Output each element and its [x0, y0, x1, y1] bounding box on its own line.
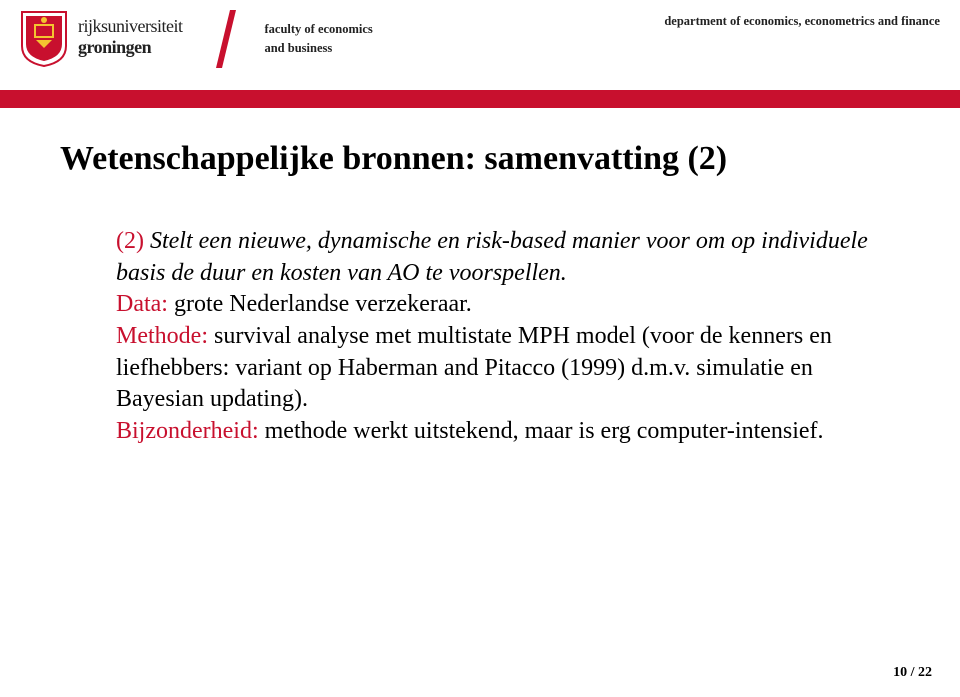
special-keyword: Bijzonderheid:: [116, 418, 259, 444]
data-text: grote Nederlandse verzekeraar.: [168, 291, 472, 317]
body-lead-number: (2): [116, 228, 144, 254]
page-number: 10 / 22: [893, 665, 932, 681]
page-sep: /: [907, 665, 918, 680]
body-intro: Stelt een nieuwe, dynamische en risk-bas…: [116, 228, 868, 286]
department-label: department of economics, econometrics an…: [664, 14, 940, 29]
accent-bar: [0, 90, 960, 108]
slide-title: Wetenschappelijke bronnen: samenvatting …: [60, 140, 900, 178]
special-text: methode werkt uitstekend, maar is erg co…: [259, 418, 824, 444]
method-text: survival analyse met multistate MPH mode…: [116, 323, 832, 412]
logo-block: rijksuniversiteit groningen faculty of e…: [20, 10, 373, 68]
logo-line1: rijksuniversiteit: [78, 16, 182, 37]
page-current: 10: [893, 665, 907, 680]
slash-icon: [210, 10, 236, 68]
slide-body: (2) Stelt een nieuwe, dynamische en risk…: [60, 226, 900, 448]
slide: rijksuniversiteit groningen faculty of e…: [0, 0, 960, 697]
data-keyword: Data:: [116, 291, 168, 317]
faculty-line1: faculty of economics: [264, 20, 372, 39]
header: rijksuniversiteit groningen faculty of e…: [0, 0, 960, 78]
content: Wetenschappelijke bronnen: samenvatting …: [60, 140, 900, 448]
faculty-line2: and business: [264, 39, 372, 58]
page-total: 22: [918, 665, 932, 680]
faculty-label: faculty of economics and business: [264, 10, 372, 58]
logo-text: rijksuniversiteit groningen: [78, 10, 182, 58]
crest-icon: [20, 10, 68, 68]
logo-line2: groningen: [78, 37, 182, 58]
method-keyword: Methode:: [116, 323, 208, 349]
